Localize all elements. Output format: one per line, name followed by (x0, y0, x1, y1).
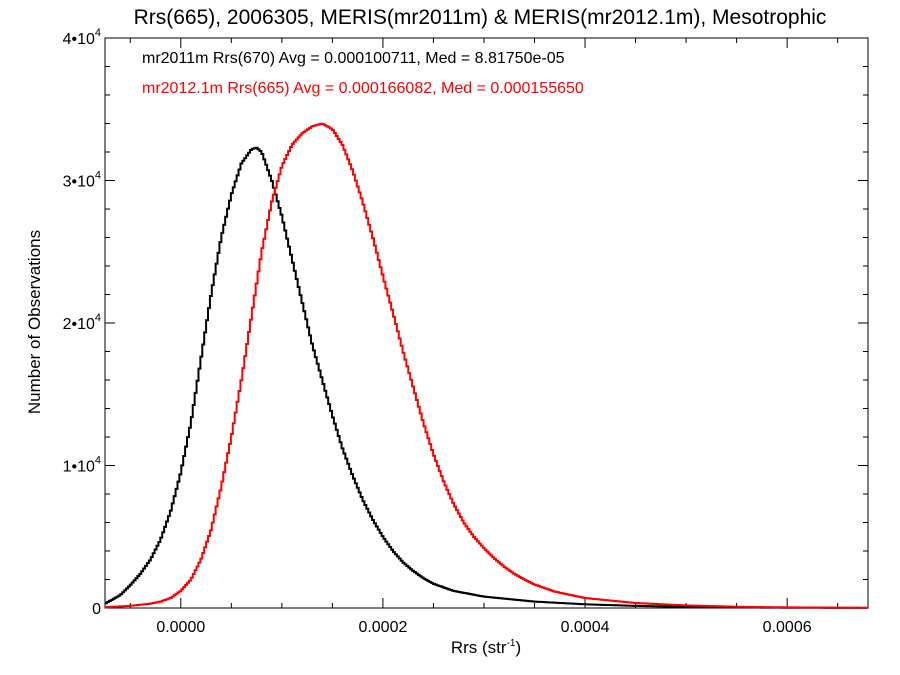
y-tick-label: 0 (92, 601, 101, 618)
y-tick-label: 3•104 (63, 170, 101, 191)
y-tick-label: 2•104 (63, 312, 101, 333)
chart-title: Rrs(665), 2006305, MERIS(mr2011m) & MERI… (134, 6, 827, 29)
legend-entry-0: mr2011m Rrs(670) Avg = 0.000100711, Med … (142, 50, 565, 67)
series-line-1 (105, 122, 868, 609)
plot-frame (104, 37, 869, 609)
y-tick-label: 4•104 (63, 27, 101, 48)
axis-ticks: 0.0000 0.0002 0.0004 0.0006 0 1•104 2•104 3•104… (63, 27, 868, 636)
x-tick-label: 0.0006 (763, 619, 812, 636)
x-tick-label: 0.0004 (561, 619, 610, 636)
x-tick-label: 0.0000 (156, 619, 205, 636)
x-tick-label: 0.0002 (358, 619, 407, 636)
x-axis-label: Rrs (str-1) (451, 638, 521, 657)
y-axis-label: Number of Observations (25, 230, 44, 414)
series-lines (105, 122, 868, 609)
y-tick-label: 1•104 (63, 455, 101, 476)
legend: mr2011m Rrs(670) Avg = 0.000100711, Med … (142, 50, 584, 97)
legend-entry-1: mr2012.1m Rrs(665) Avg = 0.000166082, Me… (142, 80, 584, 97)
series-line-0 (105, 146, 868, 609)
